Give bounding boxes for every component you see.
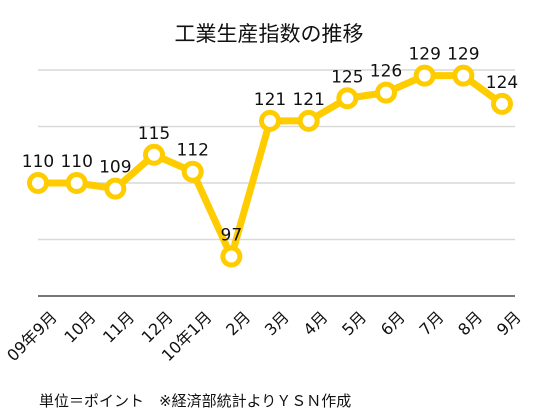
data-label-8: 125 — [331, 67, 363, 87]
data-point-9 — [375, 81, 397, 104]
data-label-0: 110 — [22, 152, 54, 172]
data-point-1 — [65, 172, 88, 194]
data-label-4: 112 — [176, 141, 208, 161]
x-tick-label-7: 4月 — [300, 307, 332, 339]
x-tick-label-12: 9月 — [493, 307, 525, 339]
x-tick-label-9: 6月 — [377, 307, 409, 339]
data-label-2: 109 — [99, 158, 131, 178]
data-label-9: 126 — [370, 62, 402, 82]
data-label-5: 97 — [221, 225, 243, 245]
x-tick-label-2: 11月 — [99, 307, 138, 346]
x-tick-label-6: 3月 — [261, 307, 293, 339]
data-point-2 — [104, 177, 127, 200]
data-point-8 — [336, 87, 359, 110]
data-label-3: 115 — [138, 124, 170, 144]
data-label-12: 124 — [486, 73, 518, 93]
x-tick-label-5: 2月 — [222, 307, 254, 339]
data-point-6 — [259, 109, 281, 132]
chart-title: 工業生産指数の推移 — [175, 22, 364, 46]
data-point-4 — [181, 160, 204, 183]
source-note: 単位＝ポイント ※経済部統計よりＹＳＮ作成 — [39, 392, 351, 410]
data-labels-layer: 110 110 109 115 112 97 121 121 125 126 129 129 124 — [22, 45, 518, 246]
data-point-0 — [27, 172, 49, 194]
points-layer — [27, 64, 513, 268]
data-point-10 — [413, 64, 436, 87]
data-point-7 — [297, 109, 320, 132]
data-label-11: 129 — [447, 45, 479, 65]
data-label-6: 121 — [254, 90, 286, 110]
data-label-7: 121 — [292, 90, 324, 110]
x-tick-label-0: 09年9月 — [3, 307, 61, 365]
x-tick-label-11: 8月 — [454, 307, 486, 339]
data-point-3 — [143, 143, 165, 166]
data-label-1: 110 — [60, 152, 92, 172]
data-point-12 — [491, 92, 513, 115]
data-point-11 — [452, 64, 475, 87]
data-point-5 — [220, 245, 243, 268]
data-label-10: 129 — [408, 45, 440, 65]
x-tick-label-8: 5月 — [338, 307, 370, 339]
x-tick-label-10: 7月 — [416, 307, 448, 339]
x-tick-label-1: 10月 — [60, 307, 99, 346]
